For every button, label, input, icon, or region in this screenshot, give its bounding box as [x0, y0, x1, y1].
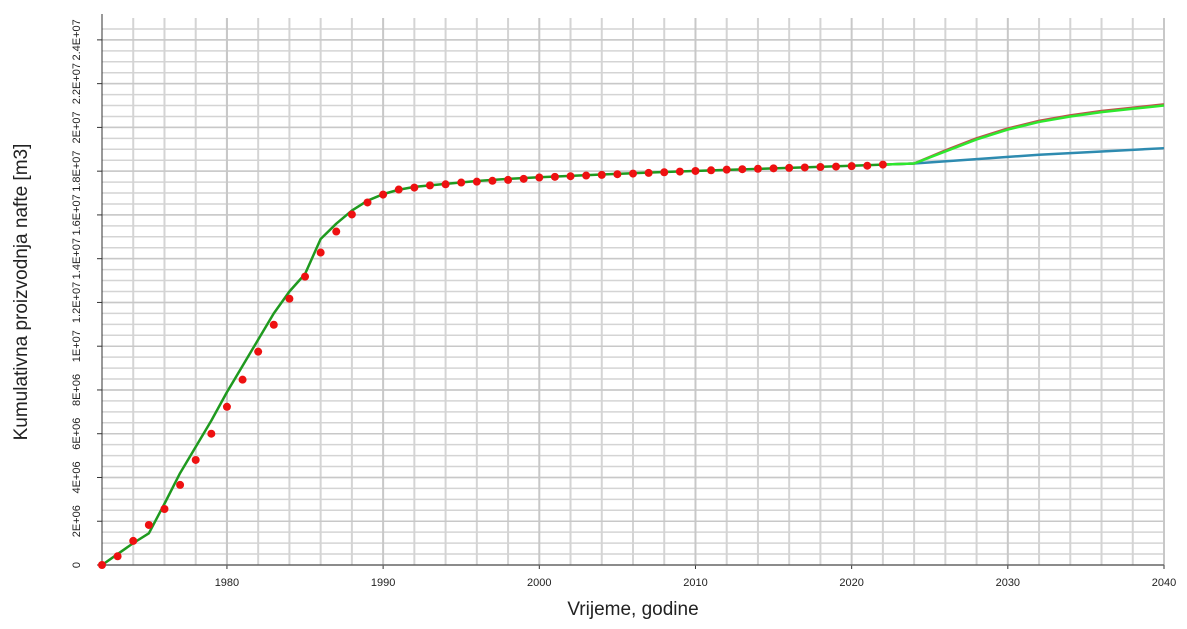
data-point [597, 170, 606, 179]
data-point [863, 161, 872, 170]
data-point [535, 173, 544, 182]
data-point [550, 172, 559, 181]
data-point [519, 174, 528, 183]
data-point [160, 504, 169, 513]
y-tick-label: 1.8E+07 [71, 151, 83, 192]
data-point [816, 163, 825, 172]
data-point [285, 294, 294, 303]
data-point [98, 561, 106, 569]
data-point [660, 168, 669, 177]
y-tick-label: 8E+06 [71, 374, 83, 406]
data-point [832, 162, 841, 171]
data-point [847, 162, 856, 171]
data-point [644, 168, 653, 177]
data-point [301, 272, 310, 281]
x-axis-title: Vrijeme, godine [567, 599, 698, 620]
data-point [410, 183, 419, 192]
series-line [101, 163, 883, 567]
data-point [113, 552, 122, 561]
y-tick-label: 2.4E+07 [71, 19, 83, 60]
data-point [316, 248, 325, 257]
x-tick-label: 1980 [215, 577, 239, 589]
data-point [629, 169, 637, 178]
y-tick-label: 1.4E+07 [71, 238, 83, 279]
data-point [238, 375, 247, 384]
data-point [176, 480, 185, 489]
data-point [332, 227, 341, 236]
data-point [394, 185, 403, 194]
data-point [347, 210, 356, 219]
data-point [269, 320, 278, 329]
data-point [457, 178, 466, 187]
y-tick-label: 2E+07 [71, 111, 83, 143]
y-tick-label: 1.2E+07 [71, 282, 83, 323]
series-line [882, 104, 1165, 166]
data-point [582, 171, 591, 180]
y-tick-label: 0 [71, 562, 83, 568]
data-point [144, 520, 153, 529]
data-point [207, 429, 216, 438]
x-tick-label: 2020 [839, 577, 863, 589]
y-tick-label: 6E+06 [71, 418, 83, 450]
data-point [379, 190, 388, 199]
x-tick-label: 2030 [996, 577, 1020, 589]
data-point [425, 181, 434, 190]
data-point [707, 166, 716, 175]
data-point [363, 198, 372, 207]
data-point [504, 175, 513, 184]
data-point [691, 166, 700, 175]
data-point [738, 165, 747, 174]
x-tick-label: 2000 [527, 577, 551, 589]
data-point [613, 170, 622, 179]
series-line [882, 146, 1165, 166]
data-point [566, 172, 575, 181]
data-point [769, 164, 778, 173]
data-point [675, 167, 684, 176]
y-axis-title: Kumulativna proizvodnja nafte [m3] [11, 144, 32, 441]
data-point [878, 160, 887, 169]
data-point [129, 536, 138, 545]
x-tick-label: 2010 [683, 577, 707, 589]
data-point [722, 165, 731, 174]
data-point [488, 176, 497, 185]
data-point [254, 347, 263, 356]
data-point [800, 163, 809, 172]
data-point [191, 455, 200, 464]
y-tick-label: 1.6E+07 [71, 194, 83, 235]
data-point [753, 164, 762, 173]
x-tick-label: 1990 [371, 577, 395, 589]
y-tick-label: 1E+07 [71, 330, 83, 362]
data-point [222, 402, 231, 411]
y-tick-label: 2.2E+07 [71, 63, 83, 104]
x-tick-label: 2040 [1152, 577, 1176, 589]
data-point [472, 177, 481, 186]
y-tick-label: 2E+06 [71, 505, 83, 537]
y-tick-label: 4E+06 [71, 461, 83, 493]
data-point [785, 163, 794, 172]
data-point [441, 180, 450, 189]
